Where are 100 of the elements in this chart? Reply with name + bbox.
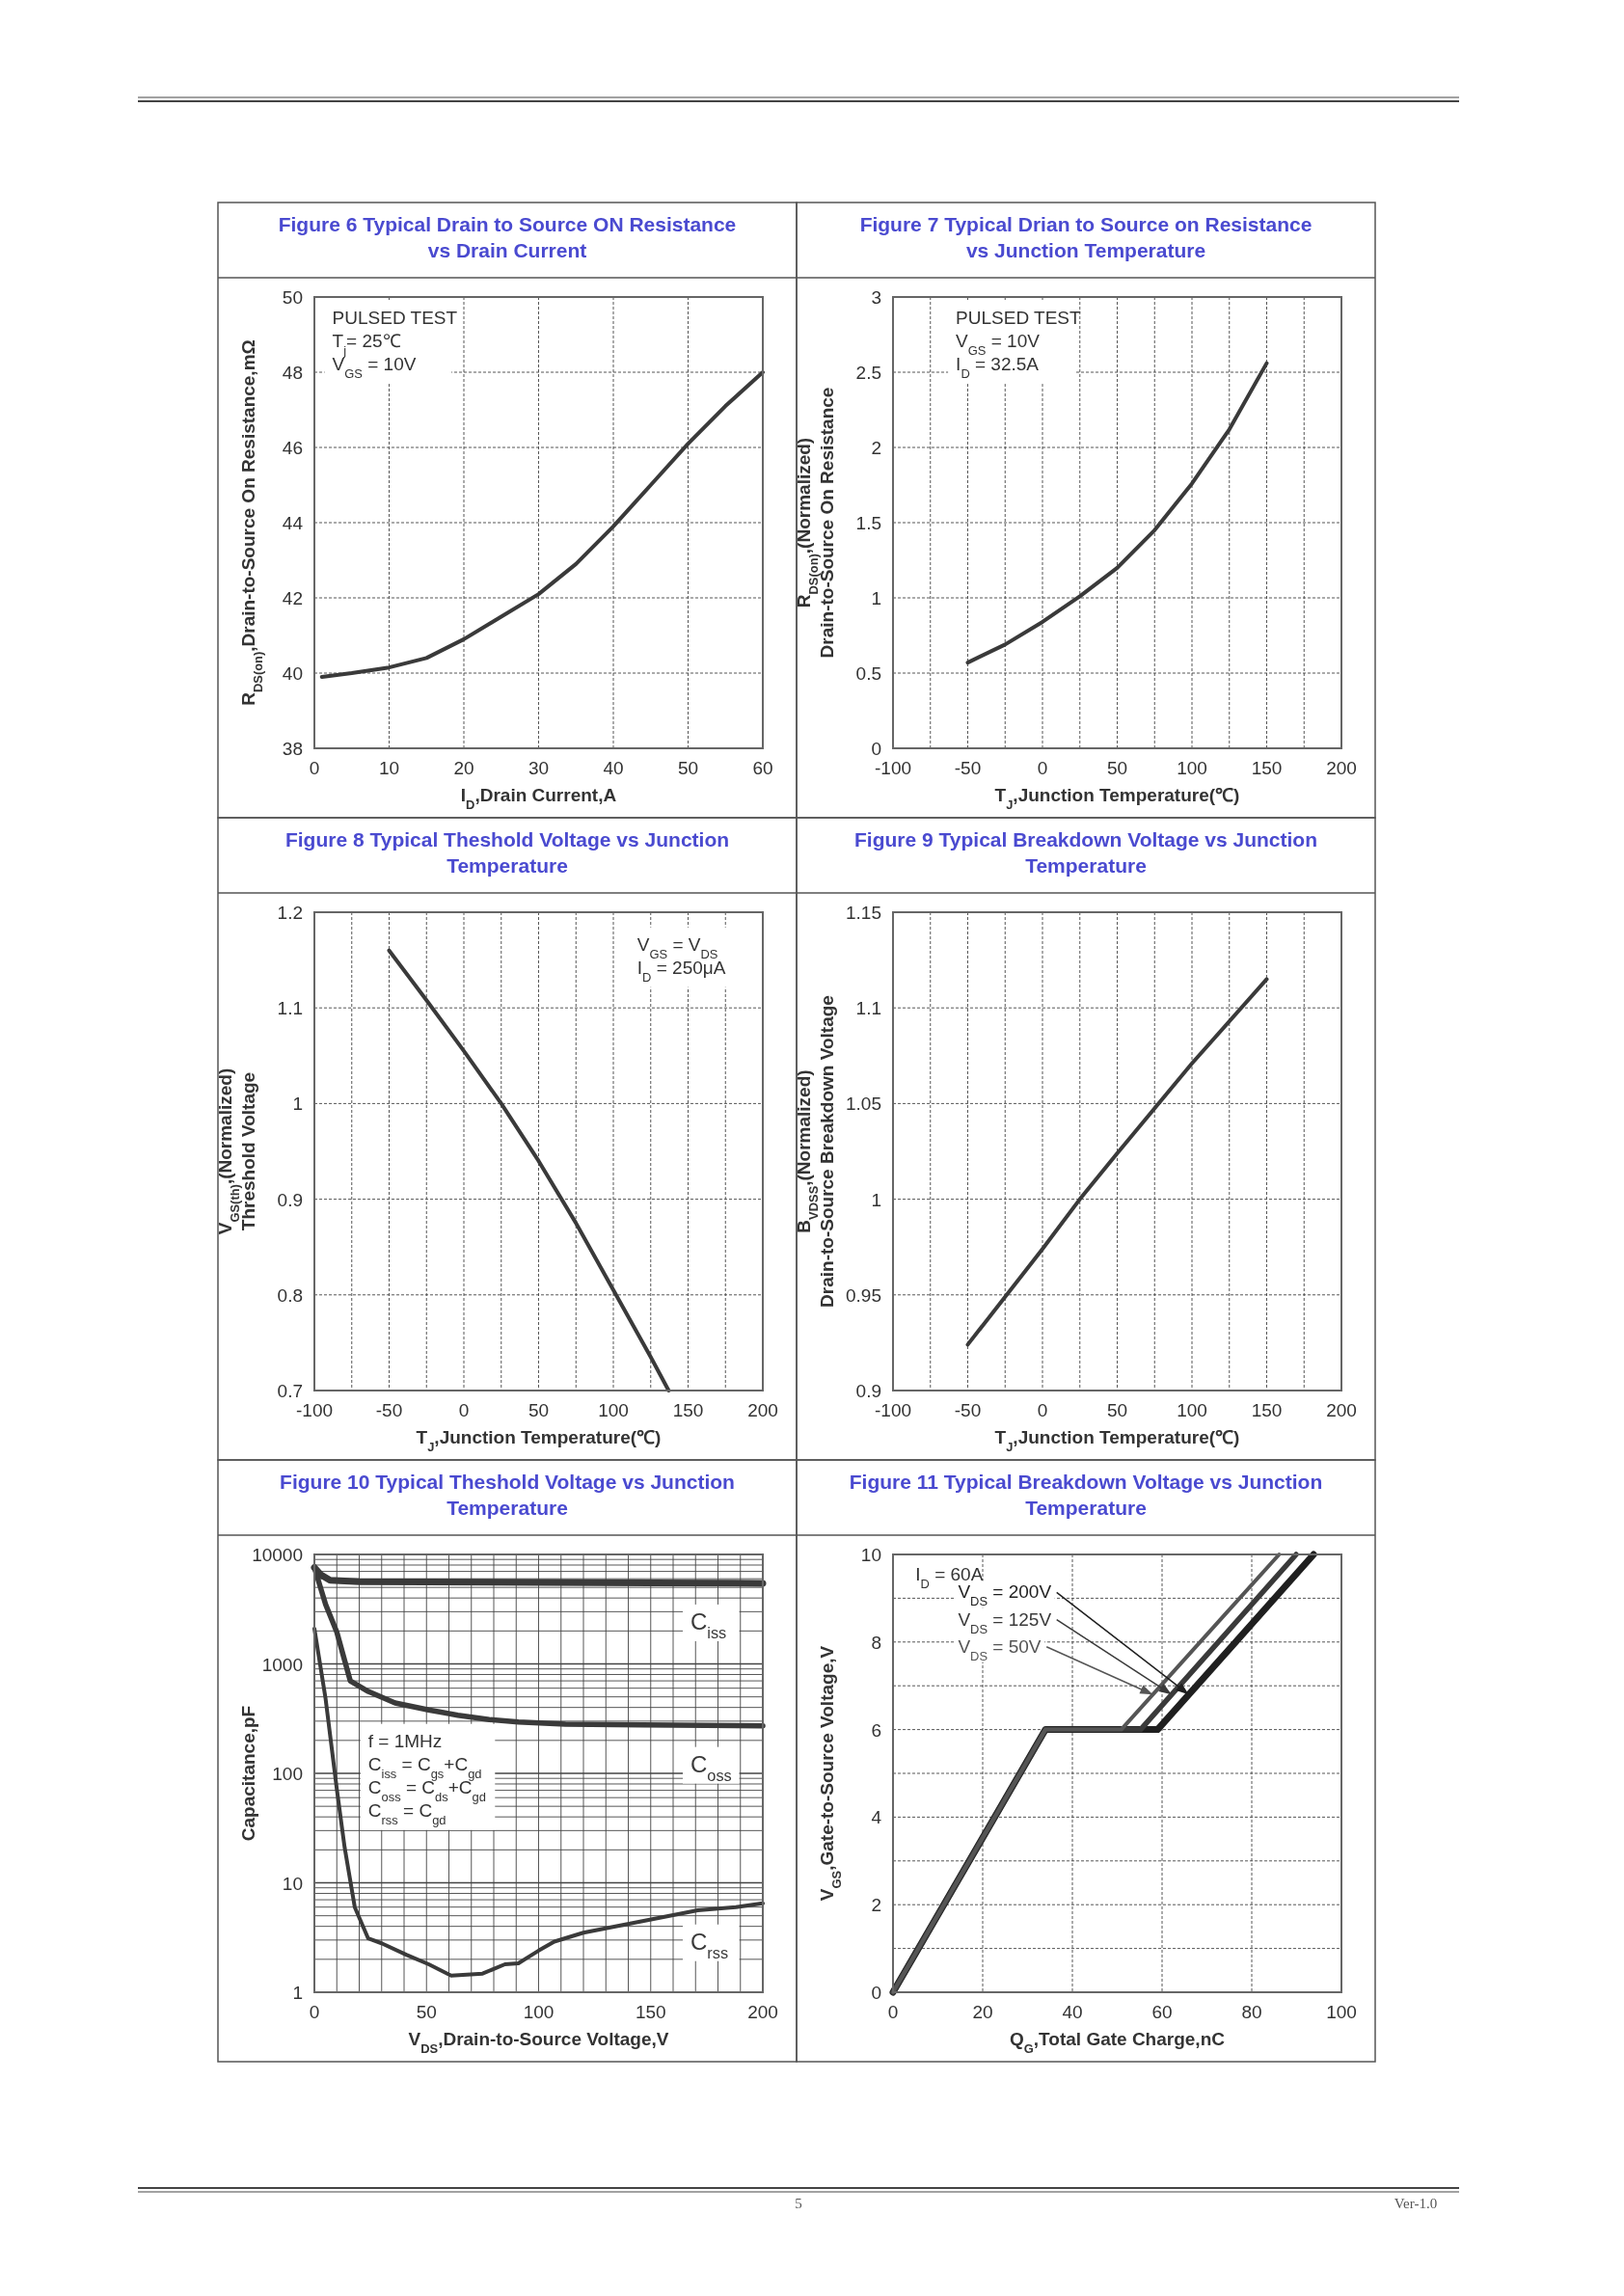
- x-tick-label: 150: [672, 1400, 704, 1420]
- x-tick-label: 0: [309, 758, 320, 778]
- y-tick-label: 42: [282, 588, 303, 608]
- x-tick-label: 0: [458, 1400, 470, 1420]
- chart-title: Figure 8 Typical Theshold Voltage vs Junction Temperature: [284, 828, 730, 877]
- x-tick-label: 50: [416, 2002, 437, 2022]
- x-tick-label: 0: [887, 2002, 899, 2022]
- y-tick-label: 0.5: [855, 663, 881, 684]
- x-tick-label: 100: [523, 2002, 555, 2022]
- y-tick-label: 1: [292, 1094, 303, 1115]
- x-tick-label: 50: [528, 1400, 550, 1420]
- x-tick-label: 10: [378, 758, 400, 778]
- y-tick-label: 2.5: [855, 363, 881, 383]
- y-tick-label: 1.1: [277, 998, 303, 1019]
- x-tick-label: 150: [1251, 1400, 1283, 1420]
- y-tick-label: 1.05: [846, 1094, 881, 1115]
- y-tick-label: 3: [871, 287, 881, 308]
- x-tick-label: 50: [677, 758, 699, 778]
- x-tick-label: 80: [1241, 2002, 1262, 2022]
- text: Ver-1.0: [1394, 2196, 1438, 2211]
- x-tick-label: 100: [1177, 1400, 1207, 1420]
- x-tick-label: -100: [874, 758, 912, 778]
- x-tick-label: 100: [598, 1400, 629, 1420]
- y-tick-label: 46: [282, 438, 303, 458]
- y-tick-label: 1.1: [855, 998, 881, 1019]
- annotation: T$_{j}$= 25℃: [332, 331, 401, 358]
- chart-title: Figure 10 Typical Theshold Voltage vs Junction Temperature: [280, 1471, 735, 1519]
- x-tick-label: 100: [1177, 758, 1207, 778]
- y-tick-label: 6: [871, 1719, 881, 1741]
- text: 5: [795, 2196, 802, 2211]
- x-tick-label: -100: [874, 1400, 912, 1420]
- y-tick-label: 2: [871, 1895, 881, 1916]
- x-tick-label: 50: [1106, 758, 1128, 778]
- x-axis-title: I$_{D}$,Drain Current,A: [460, 785, 617, 812]
- annotation: PULSED TEST: [332, 308, 458, 329]
- y-tick-label: 10: [860, 1545, 881, 1565]
- y-tick-label: 4: [871, 1807, 882, 1828]
- x-tick-label: 0: [309, 2002, 320, 2022]
- y-tick-label: 48: [282, 363, 303, 383]
- series-label: C$_{oss}$: [690, 1750, 732, 1784]
- y-tick-label: 0.95: [846, 1284, 881, 1306]
- annotation: C$_{iss}$ = C$_{gs}$+C$_{gd}$: [367, 1753, 482, 1781]
- x-tick-label: 60: [752, 758, 773, 778]
- x-tick-label: 0: [1037, 1400, 1048, 1420]
- x-tick-label: 60: [1151, 2002, 1173, 2022]
- annotation: V$_{GS}$ = V$_{DS}$: [636, 933, 718, 961]
- x-axis-title: T$_{J}$,Junction Temperature(℃): [994, 785, 1240, 812]
- series-label: C$_{rss}$: [690, 1928, 729, 1961]
- annotation: f = 1MHz: [367, 1730, 443, 1751]
- y-tick-label: 0.7: [277, 1381, 303, 1401]
- chart-title: Figure 7 Typical Drian to Source on Resistance vs Junction Temperature: [859, 213, 1313, 261]
- x-tick-label: 150: [1251, 758, 1283, 778]
- y-tick-label: 0: [871, 739, 881, 759]
- x-tick-label: 200: [747, 1400, 778, 1420]
- text: V$_{DS}$ = 125V: [958, 1608, 1052, 1636]
- y-tick-label: 1.15: [846, 903, 881, 923]
- x-tick-label: -100: [295, 1400, 334, 1420]
- y-tick-label: 0: [871, 1983, 881, 2003]
- y-tick-label: 1000: [261, 1654, 303, 1675]
- series-label: C$_{iss}$: [690, 1607, 727, 1641]
- x-tick-label: 50: [1106, 1400, 1128, 1420]
- x-axis-title: V$_{DS}$,Drain-to-Source Voltage,V: [408, 2029, 669, 2056]
- chart-title: Figure 11 Typical Breakdown Voltage vs Junction Temperature: [849, 1471, 1323, 1519]
- y-tick-label: 10000: [252, 1545, 303, 1565]
- y-tick-label: 50: [282, 287, 303, 308]
- x-axis-title: T$_{J}$,Junction Temperature(℃): [994, 1427, 1240, 1454]
- x-tick-label: 20: [453, 758, 474, 778]
- x-axis-title: Q$_{G}$,Total Gate Charge,nC: [1010, 2029, 1226, 2056]
- y-tick-label: 8: [871, 1632, 881, 1653]
- x-axis-title: T$_{J}$,Junction Temperature(℃): [416, 1427, 662, 1454]
- x-tick-label: 30: [528, 758, 550, 778]
- x-tick-label: 100: [1326, 2002, 1357, 2022]
- y-tick-label: 1.2: [277, 903, 303, 923]
- x-tick-label: -50: [954, 758, 982, 778]
- y-tick-label: 0.8: [277, 1284, 303, 1306]
- y-tick-label: 1: [871, 1189, 881, 1210]
- text: V$_{DS}$ = 50V: [958, 1635, 1042, 1663]
- chart-title: Figure 6 Typical Drain to Source ON Resistance vs Drain Current: [278, 213, 737, 261]
- x-tick-label: 200: [1326, 1400, 1357, 1420]
- x-tick-label: 20: [972, 2002, 993, 2022]
- y-tick-label: 1.5: [855, 513, 881, 533]
- x-tick-label: 200: [747, 2002, 778, 2022]
- y-axis-title: Capacitance,pF: [238, 1705, 258, 1842]
- y-tick-label: 38: [282, 739, 303, 759]
- x-tick-label: 40: [1062, 2002, 1083, 2022]
- x-tick-label: 40: [603, 758, 624, 778]
- x-tick-label: 0: [1037, 758, 1048, 778]
- x-tick-label: 200: [1326, 758, 1357, 778]
- x-tick-label: 150: [635, 2002, 666, 2022]
- y-tick-label: 40: [282, 663, 303, 684]
- y-tick-label: 10: [282, 1873, 303, 1894]
- annotation: PULSED TEST: [956, 308, 1082, 329]
- y-tick-label: 1: [292, 1983, 303, 2003]
- y-tick-label: 100: [272, 1764, 303, 1784]
- y-tick-label: 0.9: [855, 1381, 881, 1401]
- y-tick-label: 1: [871, 588, 881, 608]
- chart-title: Figure 9 Typical Breakdown Voltage vs Junction Temperature: [854, 828, 1317, 877]
- y-tick-label: 0.9: [277, 1189, 303, 1210]
- y-tick-label: 44: [282, 513, 304, 533]
- y-tick-label: 2: [871, 438, 881, 458]
